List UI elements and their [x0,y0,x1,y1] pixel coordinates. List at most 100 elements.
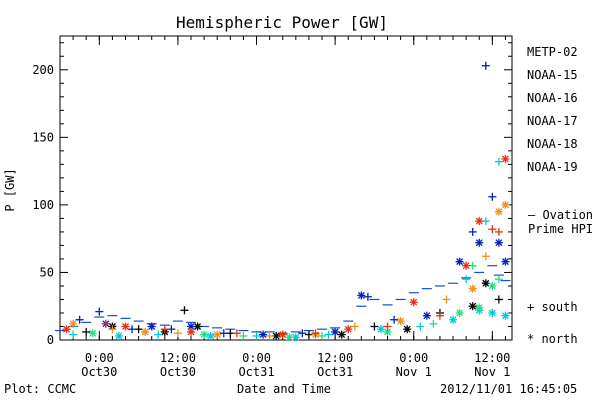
x-tick-date-label: Nov 1 [474,365,510,379]
north-point [206,331,215,340]
legend-north-marker: * north [527,332,578,346]
star-stroke [213,331,221,339]
south-point [468,227,477,236]
south-point [481,61,490,70]
chart-title: Hemispheric Power [GW] [176,13,388,32]
star-stroke [501,312,509,320]
legend: METP-02 NOAA-15 NOAA-16 NOAA-17 NOAA-18 NOAA-… [527,45,593,346]
star-stroke [501,155,509,163]
star-stroke [475,239,483,247]
south-point [239,331,248,340]
north-point [114,331,123,340]
x-tick-label: 12:00 [160,351,196,365]
star-stroke [141,328,149,336]
x-tick-date-label: Oct30 [81,365,117,379]
series-noaa-15 [75,61,510,339]
y-axis-label: P [GW] [3,168,17,211]
north-point [69,319,78,328]
star-stroke [488,309,496,317]
star-stroke [207,332,215,340]
north-point [187,327,196,336]
axes: 0501001502000:00Oct3012:00Oct300:00Oct31… [32,35,513,379]
star-stroke [272,332,280,340]
south-point [232,329,241,338]
north-point [141,327,150,336]
south-point [488,225,497,234]
south-point [383,322,392,331]
legend-south-marker: + south [527,300,578,314]
south-point [370,322,379,331]
star-stroke [331,328,339,336]
y-tick-label: 200 [32,63,54,77]
star-stroke [187,323,195,330]
series-noaa-19 [62,154,510,339]
legend-entry: NOAA-17 [527,114,578,128]
star-stroke [122,323,129,330]
south-point [252,331,261,340]
legend-entry: NOAA-16 [527,91,578,105]
legend-entry: NOAA-19 [527,160,578,174]
north-point [357,291,366,300]
star-stroke [285,333,293,341]
north-point [121,322,130,331]
south-point [494,157,503,166]
south-point [75,315,84,324]
x-tick-label: 0:00 [242,351,271,365]
south-point [154,330,163,339]
south-point [494,227,503,236]
south-point [442,295,451,304]
north-point [213,330,222,339]
north-point [481,279,490,288]
legend-ovation: — Ovation [528,208,593,222]
x-tick-label: 0:00 [399,351,428,365]
north-point [475,303,484,312]
star-stroke [403,325,411,333]
x-tick-date-label: Oct30 [160,365,196,379]
north-point [449,315,458,324]
star-stroke [259,331,267,339]
south-point [350,322,359,331]
x-tick-label: 0:00 [85,351,114,365]
y-tick-label: 150 [32,130,54,144]
north-point [494,207,503,216]
south-point [298,329,307,338]
star-stroke [462,262,470,270]
south-point [173,329,182,338]
series-noaa-16 [69,157,510,342]
south-point [311,329,320,338]
south-point [481,252,490,261]
south-point [95,307,104,316]
south-point [219,329,228,338]
south-point [318,331,327,340]
star-stroke [194,323,202,330]
north-point [488,308,497,317]
star-stroke [63,325,71,333]
data-points [62,61,510,342]
star-stroke [495,208,503,216]
north-point [501,200,510,209]
x-tick-date-label: Oct31 [238,365,274,379]
north-point [278,330,287,339]
footer-x-axis-title: Date and Time [237,382,331,396]
star-stroke [469,302,477,310]
south-point [429,319,438,328]
legend-ovation-line2: Prime HPI [528,222,593,236]
ovation-prime-hpi-series [55,265,511,334]
plot-frame [59,35,513,341]
north-point [422,311,431,320]
north-point [337,330,346,339]
south-point [160,325,169,334]
x-tick-date-label: Nov 1 [396,365,432,379]
star-stroke [475,217,483,225]
star-stroke [410,298,418,306]
south-point [101,319,110,328]
south-point [488,192,497,201]
star-stroke [279,331,287,339]
y-tick-label: 100 [32,198,54,212]
star-stroke [488,282,496,290]
north-point [62,325,71,334]
y-tick-label: 50 [40,265,54,279]
north-point [88,329,97,338]
north-point [147,322,156,331]
